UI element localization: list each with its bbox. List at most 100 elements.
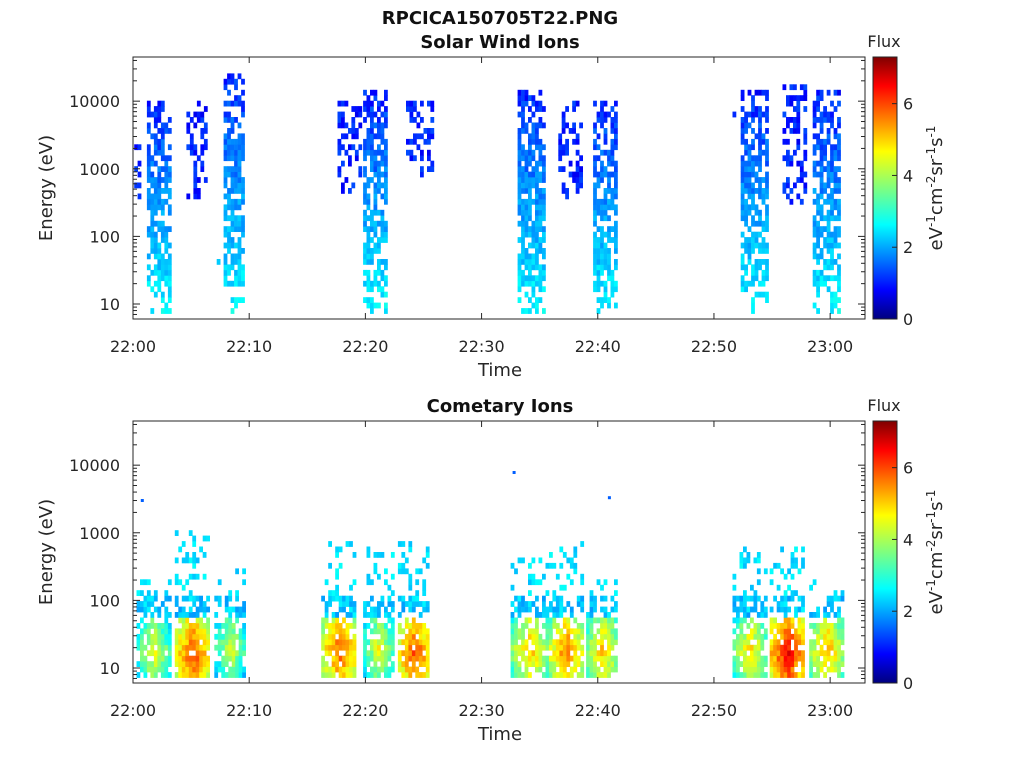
heatmap-cell [206,644,210,651]
heatmap-cell [747,209,752,216]
heatmap-cell [753,628,758,635]
heatmap-cell [408,639,413,646]
heatmap-cell [812,623,817,629]
heatmap-cell [575,100,580,107]
heatmap-cell [524,308,529,314]
heatmap-cell [338,644,343,651]
heatmap-cell [600,106,604,112]
heatmap-cell [816,237,820,243]
heatmap-cell [237,297,242,303]
heatmap-cell [576,672,581,678]
colorbar-tick-label: 6 [903,95,913,114]
heatmap-cell [823,182,827,189]
heatmap-cell [603,280,608,287]
heatmap-cell [756,672,761,678]
heatmap-cell [562,672,567,678]
heatmap-cell [750,628,754,635]
heatmap-cell [181,623,186,629]
heatmap-cell [744,117,748,123]
heatmap-cell [593,138,597,145]
heatmap-cell [607,171,611,178]
heatmap-cell [510,661,515,667]
heatmap-cell [185,661,190,667]
heatmap-cell [136,601,141,607]
heatmap-cell [823,623,827,629]
heatmap-cell [600,177,604,183]
heatmap-cell [765,193,769,200]
heatmap-cell [146,100,151,107]
heatmap-cell [524,248,529,254]
heatmap-cell [801,661,805,667]
heatmap-cell [160,666,165,673]
heatmap-cell [562,584,567,591]
heatmap-cell [206,617,210,624]
heatmap-cell [202,552,207,558]
heatmap-cell [221,644,226,651]
heatmap-cell [610,188,615,194]
heatmap-cell [186,122,191,129]
heatmap-cell [816,612,820,618]
heatmap-cell [524,209,529,216]
heatmap-cell [837,297,841,303]
heatmap-cell [153,182,158,189]
heatmap-cell [528,149,532,156]
heatmap-cell [384,193,388,200]
heatmap-cell [809,612,813,618]
heatmap-cell [603,138,608,145]
heatmap-cell [373,198,378,205]
heatmap-cell [837,117,841,123]
heatmap-cell [510,617,515,624]
heatmap-cell [153,650,158,657]
heatmap-cell [833,177,838,183]
heatmap-cell [780,546,784,553]
heatmap-cell [758,231,762,238]
heatmap-cell [607,617,611,624]
heatmap-cell [549,633,553,640]
heatmap-cell [517,601,522,607]
heatmap-cell [164,639,169,646]
heatmap-cell [188,666,193,673]
heatmap-cell [521,633,525,640]
heatmap-cell [751,117,755,123]
x-tick-label: 22:20 [342,701,388,720]
heatmap-cell [418,672,423,678]
heatmap-cell [783,601,788,607]
heatmap-cell [136,633,141,640]
heatmap-cell [349,601,353,607]
heatmap-cell [521,89,525,96]
heatmap-cell [830,231,834,238]
heatmap-cell [823,633,827,640]
heatmap-cell [160,209,165,216]
heatmap-cell [826,248,831,254]
heatmap-cell [793,84,797,91]
heatmap-cell [783,617,788,624]
heatmap-cell [338,628,343,635]
heatmap-cell [535,177,539,183]
heatmap-cell [600,259,604,265]
heatmap-cell [743,606,747,613]
heatmap-cell [387,666,392,673]
heatmap-cell [380,595,385,602]
heatmap-cell [837,144,841,151]
heatmap-cell [776,650,781,657]
heatmap-cell [153,280,158,287]
heatmap-cell [740,138,745,145]
heatmap-cell [160,204,165,211]
heatmap-cell [837,595,841,602]
heatmap-cell [342,655,346,662]
heatmap-cell [224,655,229,662]
heatmap-cell [790,617,795,624]
heatmap-cell [380,128,385,134]
heatmap-cell [542,661,546,667]
heatmap-cell [140,644,144,651]
heatmap-cell [830,149,834,156]
heatmap-cell [384,655,388,662]
heatmap-cell [338,633,343,640]
heatmap-cell [167,291,172,298]
heatmap-cell [167,264,172,271]
heatmap-cell [167,253,172,260]
heatmap-cell [763,672,768,678]
heatmap-cell [181,617,186,624]
heatmap-cell [387,650,392,657]
heatmap-cell [830,302,834,309]
